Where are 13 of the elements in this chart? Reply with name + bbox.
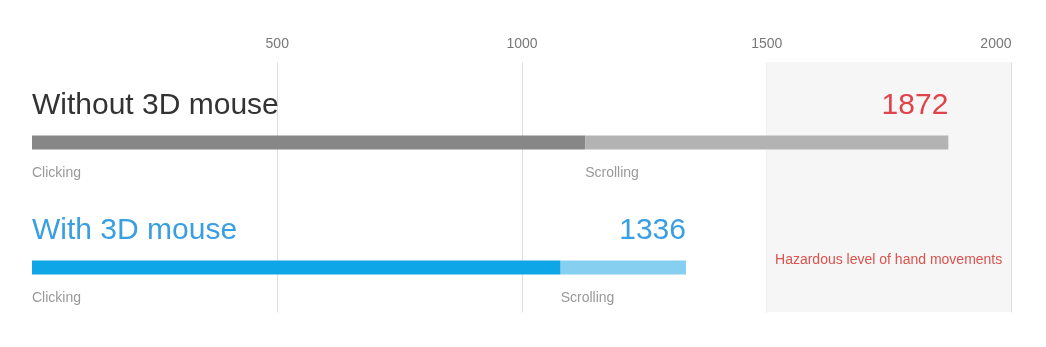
total-label: 1872 — [881, 86, 949, 120]
y-tick-label: With 3D mouse — [32, 211, 238, 245]
series-label: Scrolling — [585, 163, 639, 180]
series-label: Clicking — [32, 163, 82, 180]
x-tick-label: 500 — [265, 34, 290, 51]
text: Scrolling — [560, 288, 615, 305]
x-tick-label: 1000 — [506, 34, 538, 51]
x-tick-label: 2000 — [980, 34, 1012, 51]
band-label: Hazardous level of hand movements — [775, 250, 1003, 267]
total-label: 1336 — [619, 211, 686, 245]
x-tick-label: 1500 — [751, 34, 783, 51]
y-tick-label: Without 3D mouse — [32, 86, 279, 120]
text: Clicking — [32, 288, 82, 305]
